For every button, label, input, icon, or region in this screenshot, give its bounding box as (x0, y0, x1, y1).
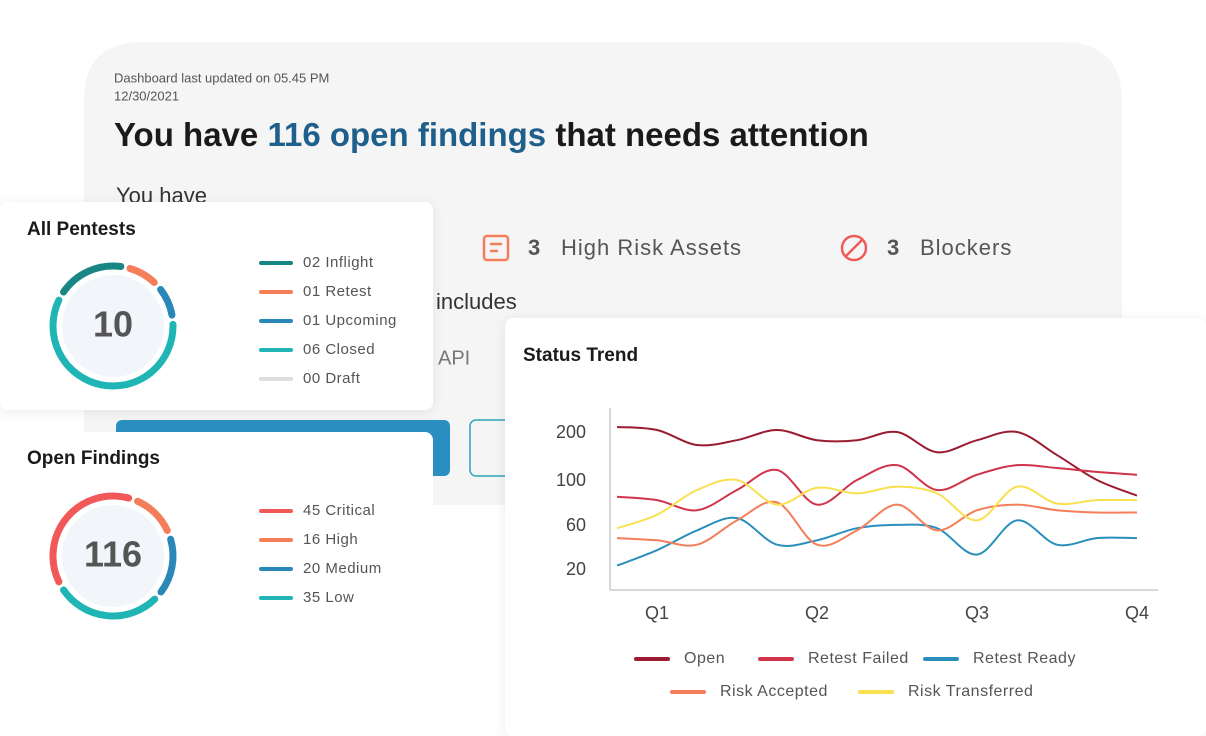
donut-segment (60, 586, 159, 620)
asset-icon (482, 234, 510, 262)
stat-label: High Risk Assets (561, 235, 742, 260)
y-tick-label: 60 (566, 515, 586, 535)
series-line (616, 426, 1138, 497)
y-tick-label: 20 (566, 559, 586, 579)
legend-label: 20 Medium (303, 560, 382, 577)
legend-label: Retest Failed (808, 650, 909, 667)
donut-segment (60, 262, 125, 296)
x-tick-label: Q4 (1125, 603, 1149, 623)
blocker-icon (840, 234, 868, 262)
findings-card (0, 432, 433, 736)
legend-label: 00 Draft (303, 370, 361, 387)
donut-segment (49, 492, 133, 586)
donut-center (62, 275, 164, 377)
donut-segment (49, 296, 177, 390)
legend-label: Risk Accepted (720, 683, 828, 700)
chart: 20 60 100 200 Q1 Q2 Q3 Q4 Open Retest Failed Retes… (556, 422, 1149, 700)
stat-label: Blockers (920, 235, 1012, 260)
stat-count: 3 (887, 235, 899, 260)
headline: You have 116 open findings that needs at… (114, 116, 869, 153)
trend-card (505, 318, 1206, 736)
y-tick-label: 200 (556, 422, 586, 442)
legend-label: Retest Ready (973, 650, 1076, 667)
x-tick-label: Q1 (645, 603, 669, 623)
headline-highlight: 116 open findings (267, 116, 546, 153)
series-line (616, 463, 1138, 512)
headline-suffix: that needs attention (546, 116, 869, 153)
stat-count: 3 (528, 235, 540, 260)
legend-label: 01 Retest (303, 283, 372, 300)
series-line (616, 500, 1138, 547)
blocker-icon-line (845, 239, 863, 257)
legend-label: 45 Critical (303, 502, 375, 519)
api-text: API (438, 347, 470, 369)
stat-blockers: 3 Blockers (840, 234, 1012, 262)
card-title: Open Findings (27, 448, 160, 469)
legend-label: 16 High (303, 531, 358, 548)
donut-segment (157, 285, 176, 319)
series-line (616, 478, 1138, 530)
legend-label: 35 Low (303, 589, 354, 606)
donut-center (62, 505, 164, 607)
donuts: 02 Inflight 01 Retest 01 Upcoming 06 Closed… (49, 254, 397, 620)
series-line (616, 516, 1138, 567)
legend-label: Risk Transferred (908, 683, 1033, 700)
legend-label: 01 Upcoming (303, 312, 397, 329)
card-title: All Pentests (27, 219, 136, 240)
legend-label: Open (684, 650, 725, 667)
donut-segment (134, 497, 171, 534)
chart-title: Status Trend (523, 345, 638, 366)
donut-total: 10 (93, 304, 133, 345)
updated-text: Dashboard last updated on 05.45 PM (114, 70, 329, 85)
donut-segment (157, 535, 177, 596)
legend-label: 02 Inflight (303, 254, 374, 271)
headline-prefix: You have (114, 116, 267, 153)
legend-label: 06 Closed (303, 341, 375, 358)
y-tick-label: 100 (556, 470, 586, 490)
donut-total: 116 (84, 534, 142, 575)
updated-date: 12/30/2021 (114, 88, 179, 103)
x-tick-label: Q2 (805, 603, 829, 623)
x-tick-label: Q3 (965, 603, 989, 623)
donut-segment (126, 264, 158, 286)
includes-text: includes (436, 289, 517, 314)
stat-high-risk: 3 High Risk Assets (482, 234, 742, 262)
